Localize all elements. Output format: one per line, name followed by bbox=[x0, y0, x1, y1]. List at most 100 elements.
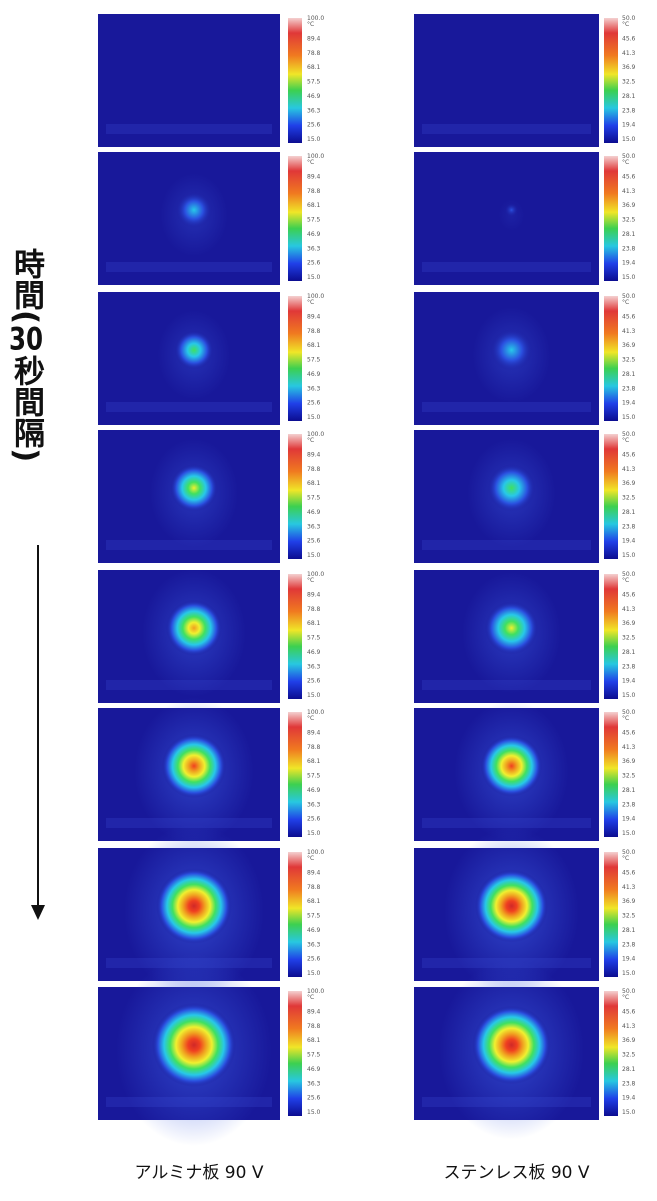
scale-label: 46.9 bbox=[307, 787, 321, 794]
scale-label: 78.8 bbox=[307, 466, 321, 473]
color-bar bbox=[288, 852, 302, 977]
scale-label: °C bbox=[307, 577, 314, 584]
hot-spot bbox=[156, 868, 232, 944]
scale-label: 15.0 bbox=[307, 552, 321, 559]
scale-label: 89.4 bbox=[307, 1008, 321, 1015]
scale-label: 57.5 bbox=[307, 1052, 321, 1059]
hot-spot bbox=[174, 330, 213, 369]
scale-label: 45.6 bbox=[622, 729, 636, 736]
scale-label: 28.1 bbox=[622, 93, 636, 100]
scale-label: 15.0 bbox=[307, 1109, 321, 1116]
scale-label: 25.6 bbox=[307, 678, 321, 685]
scale-label: 28.1 bbox=[622, 927, 636, 934]
scale-label: °C bbox=[622, 299, 629, 306]
scale-label: °C bbox=[307, 159, 314, 166]
scale-label: 46.9 bbox=[307, 509, 321, 516]
color-bar bbox=[604, 296, 618, 421]
scale-label: 25.6 bbox=[307, 538, 321, 545]
hot-spot bbox=[166, 600, 222, 656]
scale-label: 89.4 bbox=[307, 173, 321, 180]
scale-label: 23.8 bbox=[622, 941, 636, 948]
scale-label: 36.9 bbox=[622, 480, 636, 487]
scale-label: 36.3 bbox=[307, 941, 321, 948]
scale-label: 78.8 bbox=[307, 744, 321, 751]
scale-label: 89.4 bbox=[307, 869, 321, 876]
scale-label: 78.8 bbox=[307, 884, 321, 891]
image-border-glow bbox=[106, 402, 272, 412]
scale-label: 25.6 bbox=[307, 122, 321, 129]
scale-label: 46.9 bbox=[307, 371, 321, 378]
scale-label: 15.0 bbox=[307, 136, 321, 143]
scale-label: 15.0 bbox=[307, 274, 321, 281]
scale-label: 19.4 bbox=[622, 400, 636, 407]
page: 時間(30秒間隔) 100.0°C89.478.868.157.546.936.… bbox=[0, 0, 657, 1201]
scale-label: 36.3 bbox=[307, 107, 321, 114]
scale-label: 36.3 bbox=[307, 385, 321, 392]
scale-label: 32.5 bbox=[622, 913, 636, 920]
scale-label: 41.3 bbox=[622, 466, 636, 473]
scale-label: 36.3 bbox=[307, 663, 321, 670]
scale-label: 78.8 bbox=[307, 50, 321, 57]
scale-label: 46.9 bbox=[307, 1066, 321, 1073]
scale-label: °C bbox=[622, 855, 629, 862]
scale-label: 57.5 bbox=[307, 913, 321, 920]
scale-label: 68.1 bbox=[307, 1037, 321, 1044]
scale-label: 57.5 bbox=[307, 773, 321, 780]
scale-label: 36.3 bbox=[307, 801, 321, 808]
image-border-glow bbox=[106, 262, 272, 272]
scale-label: 57.5 bbox=[307, 217, 321, 224]
color-bar bbox=[604, 991, 618, 1116]
scale-label: 68.1 bbox=[307, 480, 321, 487]
scale-label: 36.9 bbox=[622, 898, 636, 905]
scale-label: 15.0 bbox=[622, 274, 636, 281]
scale-label: 45.6 bbox=[622, 35, 636, 42]
scale-label: 25.6 bbox=[307, 400, 321, 407]
color-bar bbox=[604, 574, 618, 699]
color-bar bbox=[288, 991, 302, 1116]
image-border-glow bbox=[106, 124, 272, 134]
scale-label: °C bbox=[622, 715, 629, 722]
scale-label: °C bbox=[307, 855, 314, 862]
hot-spot bbox=[475, 870, 548, 943]
scale-label: 28.1 bbox=[622, 1066, 636, 1073]
scale-label: 15.0 bbox=[622, 830, 636, 837]
color-bar bbox=[604, 712, 618, 837]
hot-spot bbox=[472, 1006, 550, 1084]
scale-label: 36.9 bbox=[622, 202, 636, 209]
scale-label: 89.4 bbox=[307, 591, 321, 598]
panel-caption: ステンレス板 90 V bbox=[443, 1163, 589, 1183]
color-bar bbox=[604, 434, 618, 559]
scale-label: 45.6 bbox=[622, 591, 636, 598]
scale-label: 28.1 bbox=[622, 787, 636, 794]
scale-label: °C bbox=[622, 159, 629, 166]
scale-label: 46.9 bbox=[307, 927, 321, 934]
hot-spot bbox=[162, 734, 226, 798]
hot-spot bbox=[491, 329, 533, 371]
scale-label: 19.4 bbox=[622, 538, 636, 545]
panel-caption: アルミナ板 90 V bbox=[135, 1163, 264, 1183]
scale-label: 45.6 bbox=[622, 451, 636, 458]
scale-label: 28.1 bbox=[622, 649, 636, 656]
scale-label: 15.0 bbox=[622, 692, 636, 699]
scale-label: 78.8 bbox=[307, 1023, 321, 1030]
scale-label: 36.3 bbox=[307, 523, 321, 530]
scale-label: 45.6 bbox=[622, 1008, 636, 1015]
scale-label: 89.4 bbox=[307, 729, 321, 736]
scale-label: 25.6 bbox=[307, 816, 321, 823]
scale-label: 57.5 bbox=[307, 79, 321, 86]
scale-label: 41.3 bbox=[622, 744, 636, 751]
scale-label: 41.3 bbox=[622, 50, 636, 57]
scale-label: °C bbox=[622, 994, 629, 1001]
scale-label: 23.8 bbox=[622, 801, 636, 808]
scale-label: 57.5 bbox=[307, 635, 321, 642]
hot-spot bbox=[485, 601, 538, 654]
color-bar bbox=[604, 852, 618, 977]
scale-label: 23.8 bbox=[622, 245, 636, 252]
scale-label: 41.3 bbox=[622, 884, 636, 891]
scale-label: 41.3 bbox=[622, 1023, 636, 1030]
hot-spot bbox=[488, 464, 536, 512]
scale-label: 15.0 bbox=[622, 552, 636, 559]
scale-label: 19.4 bbox=[622, 956, 636, 963]
scale-label: 19.4 bbox=[622, 816, 636, 823]
scale-label: 46.9 bbox=[307, 93, 321, 100]
